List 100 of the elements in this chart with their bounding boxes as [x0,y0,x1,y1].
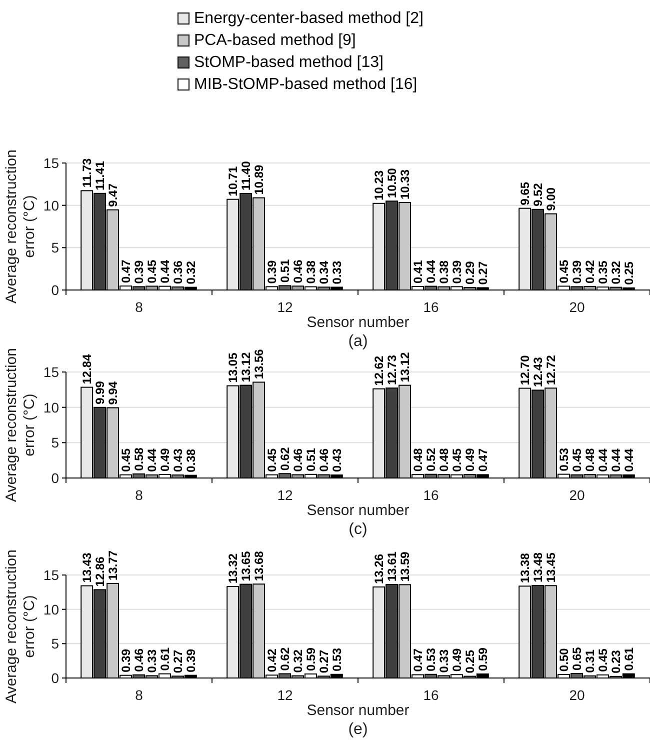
data-label: 0.52 [424,448,438,472]
data-label: 0.62 [278,446,292,471]
data-label: 13.43 [80,552,94,583]
data-label: 11.41 [93,160,108,190]
data-label: 9.47 [106,183,120,207]
data-label: 0.27 [170,649,185,674]
data-label: 0.45 [570,448,584,472]
y-tick-label: 10 [43,601,60,618]
data-label: 0.33 [436,649,451,673]
y-axis-title: Average reconstruction error (°C) [3,150,38,304]
data-label: 0.48 [411,448,426,472]
data-label: 0.41 [411,260,426,284]
data-label: 0.58 [132,447,146,471]
data-label: 0.27 [476,261,490,285]
data-label: 0.25 [462,650,477,674]
x-axis-title: Sensor number [306,502,410,519]
data-label: 0.44 [608,448,623,472]
data-label: 13.59 [398,551,412,582]
data-label: 0.33 [144,649,159,673]
data-label: 0.53 [424,648,438,672]
text: (e) [348,721,368,738]
x-tick-label: 20 [569,299,585,315]
data-label: 9.00 [544,187,558,211]
x-tick-label: 16 [423,487,439,503]
data-label: 0.44 [424,260,438,284]
data-label: 0.27 [316,649,331,674]
y-tick-label: 0 [51,670,60,686]
x-tick-label: 12 [277,687,293,703]
y-tick-label: 15 [43,155,60,171]
data-label: 13.32 [226,553,240,584]
data-label: 13.65 [239,550,254,582]
x-tick-label: 20 [569,687,585,703]
data-label: 13.61 [385,551,400,582]
data-label: 0.34 [316,260,331,284]
data-label: 0.39 [570,260,584,284]
x-tick-label: 8 [135,687,144,703]
data-label: 13.48 [531,552,546,582]
data-label: 9.52 [531,182,546,206]
data-label: 0.32 [184,260,198,284]
data-label: 12.73 [385,354,400,386]
data-label: 0.47 [411,648,426,672]
data-label: 0.38 [436,260,451,284]
data-label: 0.45 [557,260,572,284]
y-tick-label: 0 [51,470,60,486]
data-label: 12.43 [531,356,546,388]
data-label: 0.42 [265,648,280,672]
data-label: 10.89 [252,164,266,195]
data-label: 13.26 [372,554,386,584]
x-axis-title: Sensor number [306,314,410,331]
data-label: 0.51 [304,448,318,472]
data-label: 10.23 [372,170,386,200]
data-label: 0.32 [608,260,623,284]
data-label: 0.59 [304,647,318,671]
data-label: 12.70 [518,354,532,386]
data-label: 0.25 [622,261,636,285]
data-label: 12.72 [544,354,558,386]
data-label: 13.77 [106,550,120,580]
data-label: 13.12 [398,352,412,382]
data-label: 0.39 [265,260,280,284]
data-label: 0.35 [596,260,610,284]
x-tick-label: 12 [277,487,293,503]
x-tick-label: 8 [135,299,144,315]
y-tick-label: 5 [51,636,60,652]
data-label: 0.43 [330,448,344,472]
y-axis-title: Average reconstruction error (°C) [3,550,38,704]
data-label: 0.32 [290,649,305,673]
data-label: 0.23 [608,650,623,674]
y-tick-label: 5 [51,434,60,451]
x-tick-label: 12 [277,299,293,315]
y-tick-label: 15 [43,567,60,583]
data-label: 0.49 [158,448,172,472]
data-label: 0.49 [462,448,477,472]
data-label: 10.33 [398,169,412,200]
data-label: 12.84 [80,354,94,384]
y-tick-label: 5 [51,240,60,256]
data-label: 10.71 [226,166,240,196]
data-label: 0.44 [596,448,610,472]
data-label: 12.86 [93,556,108,587]
data-label: 13.56 [252,348,266,380]
data-label: 11.73 [80,158,94,188]
x-tick-label: 20 [569,487,585,503]
data-label: 0.38 [184,448,198,472]
data-label: 0.39 [132,260,146,284]
y-tick-label: 10 [43,197,60,214]
data-label: 0.49 [450,648,464,672]
data-label: 0.47 [476,448,490,472]
data-label: 0.29 [462,260,477,285]
legend-label: PCA-based method [9] [194,32,356,49]
data-label: 13.45 [544,552,558,583]
data-label: 13.68 [252,550,266,582]
data-label: 0.43 [170,448,185,472]
data-label: 9.99 [93,380,108,404]
data-label: 0.47 [119,259,134,284]
data-label: 0.45 [450,448,464,472]
text: (c) [348,521,368,538]
x-axis-title: Sensor number [306,702,410,719]
data-label: 13.38 [518,552,532,584]
data-label: 0.46 [290,259,305,284]
data-label: 0.45 [119,448,134,472]
data-label: 0.53 [557,448,572,472]
